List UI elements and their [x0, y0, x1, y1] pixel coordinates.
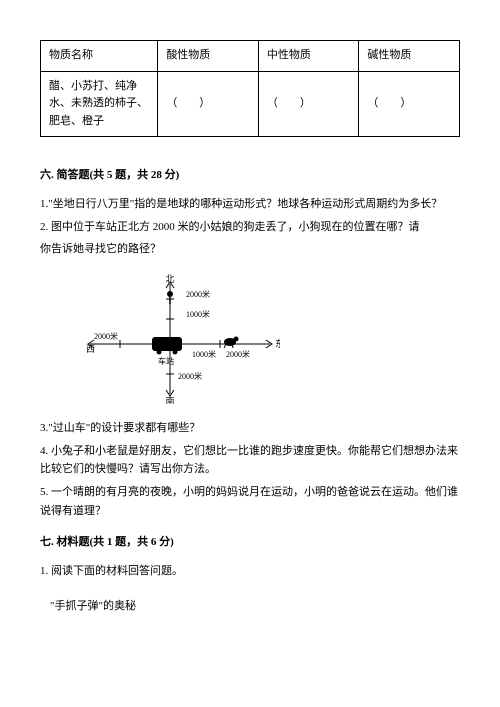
- q6-5: 5. 一个晴朗的有月亮的夜晚，小明的妈妈说月在运动，小明的爸爸说云在运动。他们谁…: [40, 483, 460, 520]
- section6-title: 六. 简答题(共 5 题，共 28 分): [40, 167, 460, 185]
- q6-2b: 你告诉她寻找它的路径？: [40, 240, 460, 259]
- q7-1: 1. 阅读下面的材料回答问题。: [40, 562, 460, 581]
- map-diagram: 北 2000米 1000米 2000米 西 东 1000米 2000米 车站 2…: [80, 274, 280, 404]
- th-acid: 酸性物质: [158, 41, 259, 72]
- svg-text:1000米: 1000米: [186, 309, 210, 319]
- q6-2a: 2. 图中位于车站正北方 2000 米的小姑娘的狗走丢了，小狗现在的位置在哪？请: [40, 218, 460, 237]
- svg-text:1000米: 1000米: [192, 349, 216, 359]
- svg-text:南: 南: [165, 395, 174, 404]
- q6-3: 3."过山车"的设计要求都有哪些？: [40, 419, 460, 438]
- svg-text:2000米: 2000米: [186, 289, 210, 299]
- cell-substances: 醋、小苏打、纯净水、未熟透的柿子、肥皂、橙子: [41, 71, 158, 137]
- svg-text:西: 西: [86, 344, 95, 354]
- svg-text:2000米: 2000米: [178, 371, 202, 381]
- svg-text:北: 北: [165, 274, 174, 284]
- q6-1: 1."坐地日行八万里"指的是地球的哪种运动形式？地球各种运动形式周期约为多长？: [40, 195, 460, 214]
- cell-acid: （ ）: [158, 71, 259, 137]
- section7-title: 七. 材料题(共 1 题，共 6 分): [40, 534, 460, 552]
- th-base: 碱性物质: [359, 41, 460, 72]
- cell-neutral: （ ）: [258, 71, 359, 137]
- th-name: 物质名称: [41, 41, 158, 72]
- cell-base: （ ）: [359, 71, 460, 137]
- th-neutral: 中性物质: [258, 41, 359, 72]
- svg-text:2000米: 2000米: [94, 331, 118, 341]
- svg-text:东: 东: [275, 338, 280, 349]
- q6-4: 4. 小兔子和小老鼠是好朋友，它们想比一比谁的跑步速度更快。你能帮它们想想办法来…: [40, 442, 460, 479]
- substance-table: 物质名称 酸性物质 中性物质 碱性物质 醋、小苏打、纯净水、未熟透的柿子、肥皂、…: [40, 40, 460, 137]
- q7-subtitle: "手抓子弹"的奥秘: [50, 597, 460, 616]
- svg-text:车站: 车站: [158, 356, 174, 366]
- svg-text:2000米: 2000米: [226, 349, 250, 359]
